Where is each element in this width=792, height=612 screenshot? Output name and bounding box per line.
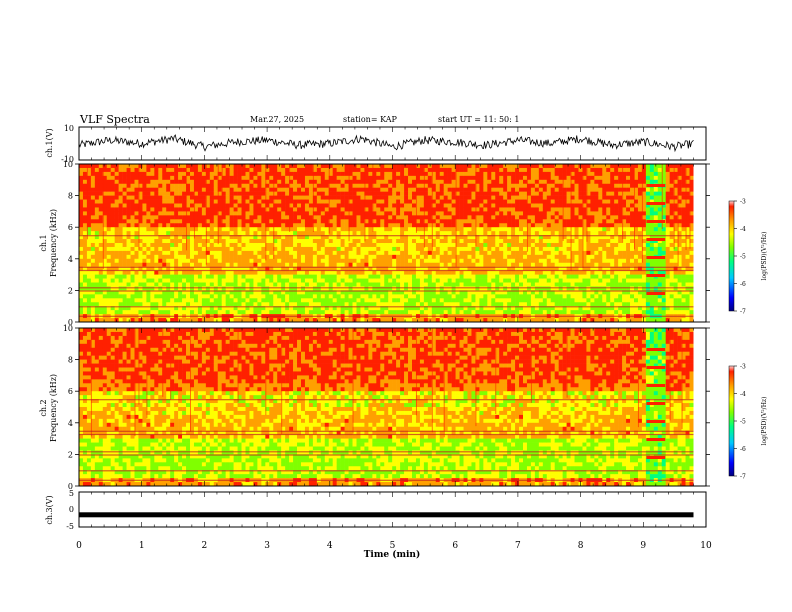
date-label: Mar.27, 2025 [250,115,305,124]
ch1-waveform-panel: 10 -10 ch.1(V) [45,124,707,164]
time-tick-label: 4 [327,541,333,551]
freq-tick-label: 6 [68,387,73,396]
time-axis-label: Time (min) [364,549,421,560]
time-tick-label: 2 [202,541,208,551]
colorbar-tick-label: -6 [740,281,746,288]
ch2-colorbar: -3 -4 -5 -6 -7 log(PSD)(V²/Hz) [728,364,768,481]
ch2-freq-ticks: 0 2 4 6 8 10 [63,324,710,491]
ch3-ytick-top: 5 [69,489,74,498]
freq-tick-label: 4 [68,419,73,428]
time-tick-label: 7 [515,541,521,551]
colorbar-tick-label: -5 [740,419,746,426]
time-tick-label: 3 [264,541,270,551]
ch1-colorbar-label: log(PSD)(V²/Hz) [761,232,768,281]
ch3-ylabel: ch.3(V) [45,495,54,524]
freq-tick-label: 6 [68,223,73,232]
freq-tick-label: 0 [68,482,73,491]
ch1-colorbar: -3 -4 -5 -6 -7 log(PSD)(V²/Hz) [728,199,768,316]
ch1-ytick-top: 10 [64,124,74,133]
colorbar-tick-label: -7 [740,309,746,316]
time-tick-label: 0 [76,541,82,551]
ch1-spectrogram-panel: 0 2 4 6 8 10 ch.1 Frequency (kHz) [39,160,710,327]
ch1-freq-ticks: 0 2 4 6 8 10 [63,160,710,327]
time-tick-label: 8 [578,541,584,551]
colorbar-tick-label: -3 [740,199,746,206]
ch3-ytick-mid: 0 [69,505,74,514]
colorbar-tick-label: -7 [740,474,746,481]
colorbar-tick-label: -5 [740,254,746,261]
colorbar-tick-label: -4 [740,391,746,398]
ch2-freq-label: Frequency (kHz) [49,374,58,442]
time-tick-label: 6 [452,541,458,551]
colorbar-tick-label: -3 [740,364,746,371]
time-tick-label: 9 [640,541,646,551]
colorbar-tick-label: -4 [740,226,746,233]
freq-tick-label: 2 [68,286,73,295]
colorbar-tick-label: -6 [740,446,746,453]
freq-tick-label: 10 [63,160,73,169]
ch1-spectrogram-heatmap [79,164,706,323]
start-time-label: start UT = 11: 50: 1 [438,115,520,124]
freq-tick-label: 10 [63,324,73,333]
freq-tick-label: 4 [68,255,73,264]
chart-title: VLF Spectra [80,113,150,126]
freq-tick-label: 2 [68,450,73,459]
ch3-waveform-panel: 5 0 -5 ch.3(V) [45,489,707,531]
time-tick-label: 5 [390,541,396,551]
ch1-freq-label: Frequency (kHz) [49,209,58,277]
time-tick-label: 10 [700,541,712,551]
ch1-trace [78,134,694,153]
ch3-trace [79,512,694,518]
ch1-ylabel: ch.1(V) [45,128,54,157]
ch2-colorbar-label: log(PSD)(V²/Hz) [761,397,768,446]
ch2-spectrogram-heatmap [79,328,706,487]
ch1-spec-label: ch.1 [39,234,48,251]
ch2-spectrogram-panel: 0 2 4 6 8 10 ch.2 Frequency (kHz) [39,324,710,491]
ch3-ytick-bottom: -5 [66,522,74,531]
freq-tick-label: 8 [68,192,73,201]
station-label: station= KAP [343,115,397,124]
ch1-ytick-bottom: -10 [61,155,74,164]
time-tick-label: 1 [139,541,145,551]
ch2-spec-label: ch.2 [39,399,48,416]
freq-tick-label: 0 [68,318,73,327]
freq-tick-label: 8 [68,356,73,365]
time-axis-ticks: 0 1 2 3 4 5 6 7 8 9 10 [76,127,712,551]
